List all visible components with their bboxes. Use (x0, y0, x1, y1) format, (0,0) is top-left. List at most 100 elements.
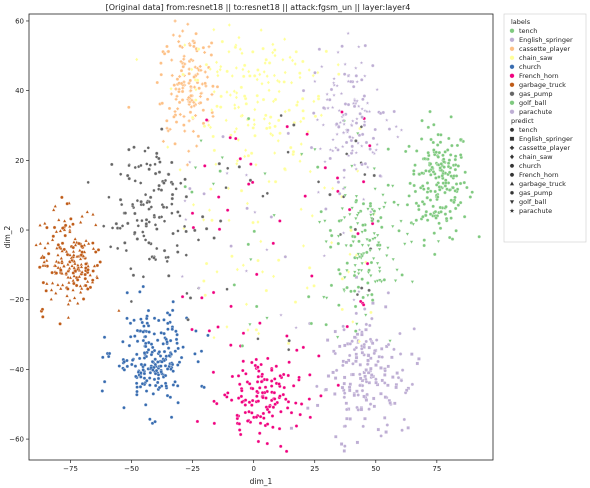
data-point (359, 143, 365, 149)
data-point (383, 395, 388, 399)
data-point (194, 31, 198, 36)
data-point (150, 421, 155, 426)
data-point (449, 115, 453, 119)
data-point (424, 209, 429, 214)
data-point (341, 175, 347, 180)
data-point (369, 373, 374, 377)
data-point (356, 231, 360, 236)
data-point (41, 280, 46, 285)
data-point (359, 106, 365, 111)
legend: labelstenchEnglish_springercassette_play… (503, 13, 587, 243)
data-point (59, 256, 64, 260)
data-point (352, 162, 358, 168)
data-point (354, 198, 359, 203)
data-point (235, 267, 240, 272)
data-point (377, 278, 382, 283)
data-point (262, 416, 266, 420)
data-point (375, 233, 380, 238)
data-point (365, 392, 369, 397)
legend-predict-item: golf_ball (509, 198, 546, 206)
data-point (366, 244, 371, 248)
data-point (364, 368, 368, 372)
data-point (317, 220, 322, 225)
data-point (74, 283, 79, 288)
data-point (139, 163, 143, 168)
data-point (354, 359, 358, 364)
data-point (179, 59, 183, 64)
data-point (60, 226, 65, 230)
data-point (419, 137, 424, 141)
data-point (402, 417, 407, 422)
data-point (445, 148, 450, 152)
data-point (450, 237, 455, 241)
data-point (329, 87, 334, 92)
data-point (254, 304, 259, 309)
data-point (151, 368, 155, 372)
data-point (363, 374, 367, 379)
data-point (142, 324, 146, 328)
data-point (443, 150, 447, 154)
data-point (400, 428, 404, 432)
data-point (345, 152, 349, 156)
data-point (339, 218, 344, 223)
data-point (225, 208, 230, 212)
data-point (192, 44, 196, 49)
data-point (331, 82, 337, 88)
data-point (230, 73, 235, 79)
data-point (319, 64, 325, 69)
data-point (265, 407, 270, 412)
data-point (366, 353, 371, 358)
data-point (65, 252, 70, 257)
data-point (69, 217, 73, 221)
data-point (195, 72, 200, 76)
data-point (78, 220, 83, 224)
data-point (357, 239, 361, 244)
data-point (462, 214, 467, 219)
data-point (174, 187, 178, 191)
data-point (343, 193, 348, 198)
data-point (368, 402, 373, 406)
data-point (174, 87, 178, 91)
data-point (331, 92, 337, 98)
data-point (255, 77, 259, 82)
data-point (360, 347, 364, 351)
data-point (163, 364, 168, 368)
data-point (307, 397, 312, 401)
data-point (164, 354, 169, 359)
data-point (342, 391, 347, 395)
legend-label-item: golf_ball (509, 99, 546, 107)
data-point (345, 324, 349, 329)
data-point (379, 215, 383, 220)
data-point (241, 67, 245, 72)
data-point (193, 352, 197, 356)
data-point (133, 364, 138, 368)
data-point (175, 384, 180, 388)
data-point (169, 58, 174, 62)
data-point (392, 347, 396, 352)
data-point (424, 213, 428, 218)
data-point (447, 158, 452, 162)
data-point (263, 60, 267, 66)
data-point (171, 383, 176, 387)
data-point (245, 201, 250, 206)
data-point (354, 116, 360, 121)
data-point (328, 245, 333, 249)
data-point (80, 269, 85, 274)
data-point (411, 222, 416, 227)
data-point (324, 322, 328, 327)
data-point (132, 145, 136, 149)
data-point (349, 138, 354, 143)
y-tick-label: −20 (9, 296, 24, 304)
data-point (278, 219, 282, 223)
data-point (350, 144, 354, 149)
data-point (250, 398, 255, 403)
data-point (446, 164, 451, 169)
data-point (123, 211, 128, 215)
data-point (221, 134, 225, 139)
data-point (119, 172, 123, 177)
data-point (147, 376, 152, 380)
data-point (276, 258, 281, 262)
data-point (381, 110, 386, 115)
data-point (391, 375, 395, 379)
data-point (336, 180, 341, 184)
